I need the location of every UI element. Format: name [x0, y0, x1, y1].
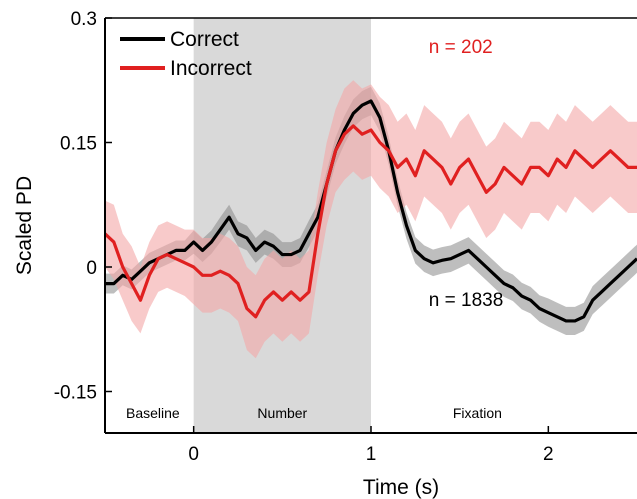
series-lines	[103, 99, 637, 323]
y-tick-label: 0.3	[71, 9, 97, 30]
y-tick-label: -0.15	[54, 383, 97, 404]
phase-label-number: Number	[257, 405, 307, 421]
legend: Correct Incorrect	[120, 28, 252, 80]
legend-label-incorrect: Incorrect	[170, 57, 252, 80]
tick-labels: 0.3 0.15 0 -0.15 0 1 2	[54, 9, 554, 465]
y-tick-label: 0.15	[60, 134, 97, 155]
annotation-n-correct: n = 1838	[429, 290, 504, 311]
axes	[104, 17, 637, 434]
error-band-correct	[105, 86, 637, 336]
x-tick-label: 1	[366, 444, 377, 465]
y-tick-label: 0	[86, 258, 97, 279]
phase-label-baseline: Baseline	[126, 405, 180, 421]
annotation-n-incorrect: n = 202	[429, 37, 493, 58]
error-band-incorrect	[105, 80, 637, 359]
error-bands	[105, 80, 637, 359]
series-line-incorrect	[103, 124, 637, 319]
x-tick-label: 2	[543, 444, 554, 465]
legend-label-correct: Correct	[170, 28, 239, 51]
series-line-correct	[105, 99, 637, 323]
x-tick-label: 0	[188, 444, 199, 465]
phase-label-fixation: Fixation	[453, 405, 502, 421]
y-axis-title: Scaled PD	[13, 176, 36, 275]
x-axis-title: Time (s)	[363, 476, 439, 499]
